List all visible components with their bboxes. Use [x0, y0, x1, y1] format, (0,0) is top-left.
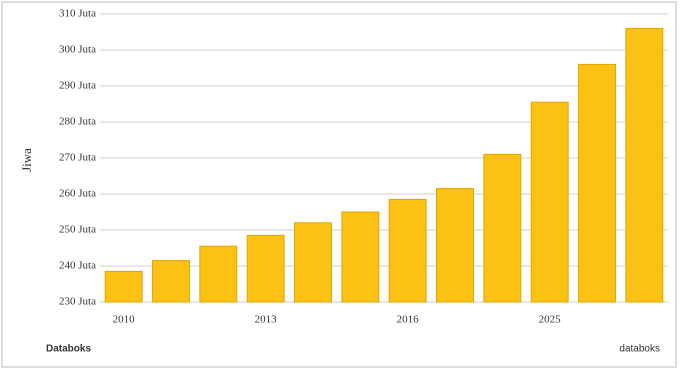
bar — [436, 188, 474, 303]
bar — [388, 198, 427, 303]
bar — [199, 245, 238, 303]
bar — [152, 260, 190, 303]
y-axis-label: Jiwa — [19, 148, 34, 172]
source-right: databoks — [619, 344, 660, 355]
y-tick-label: 310 Juta — [59, 8, 96, 20]
bar — [483, 153, 522, 303]
bar — [294, 222, 332, 303]
y-tick-label: 280 Juta — [59, 116, 96, 128]
source-left: Databoks — [46, 344, 91, 355]
bar — [578, 63, 616, 303]
y-tick-label: 300 Juta — [59, 44, 96, 56]
bar — [341, 211, 380, 303]
bar — [530, 101, 569, 303]
bar — [246, 234, 285, 303]
y-tick-label: 290 Juta — [59, 80, 96, 92]
bar — [104, 270, 143, 303]
y-tick-label: 240 Juta — [59, 260, 96, 272]
y-tick-label: 260 Juta — [59, 188, 96, 200]
bar — [625, 27, 664, 303]
x-tick-label: 2016 — [397, 314, 420, 326]
x-tick-label: 2013 — [255, 314, 278, 326]
x-tick-label: 2010 — [113, 314, 136, 326]
y-tick-label: 270 Juta — [59, 152, 96, 164]
y-tick-label: 250 Juta — [59, 224, 96, 236]
x-tick-label: 2025 — [539, 314, 562, 326]
y-tick-label: 230 Juta — [59, 296, 96, 308]
